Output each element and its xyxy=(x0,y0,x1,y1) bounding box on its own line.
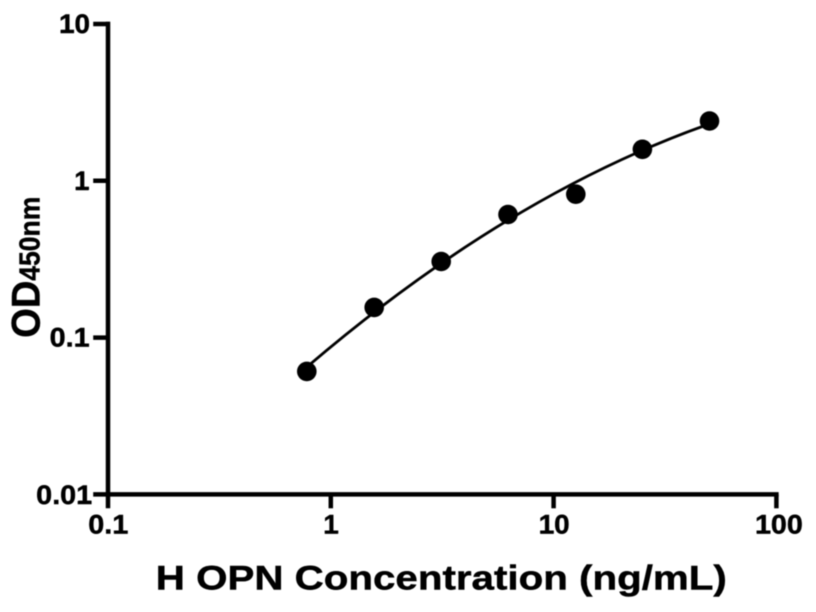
svg-text:0.1: 0.1 xyxy=(88,510,128,540)
svg-text:OD450nm: OD450nm xyxy=(4,197,48,338)
svg-text:0.1: 0.1 xyxy=(50,323,90,353)
svg-text:1: 1 xyxy=(74,166,89,196)
svg-text:10: 10 xyxy=(59,9,90,39)
svg-text:0.01: 0.01 xyxy=(36,480,92,510)
svg-text:H OPN Concentration (ng/mL): H OPN Concentration (ng/mL) xyxy=(156,559,727,597)
svg-text:100: 100 xyxy=(755,510,803,540)
svg-text:10: 10 xyxy=(539,510,570,540)
svg-text:1: 1 xyxy=(323,510,338,540)
